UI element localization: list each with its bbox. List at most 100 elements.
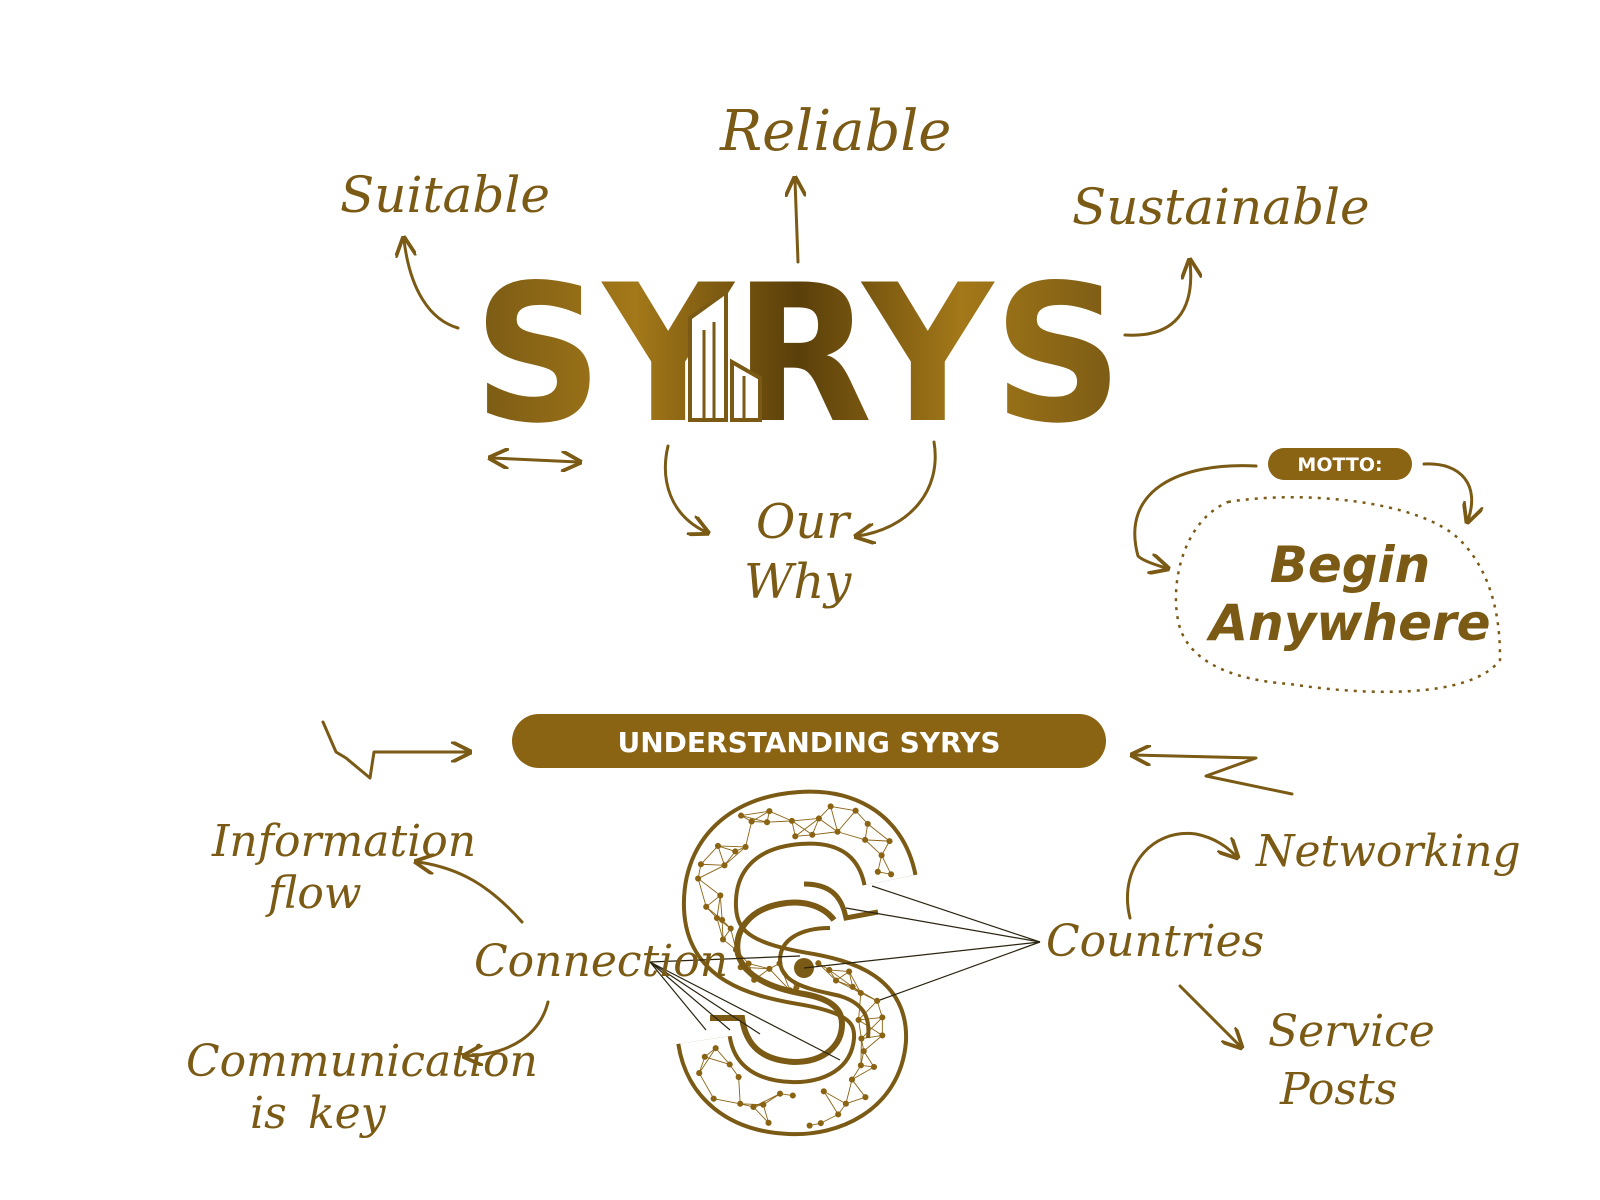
network-node <box>878 852 885 859</box>
network-s-icon <box>676 789 918 1137</box>
network-link <box>751 810 770 822</box>
network-link <box>713 1098 741 1105</box>
network-link <box>753 1106 769 1124</box>
network-node <box>750 1103 757 1111</box>
network-link <box>769 810 793 822</box>
network-link <box>851 1079 866 1098</box>
network-node <box>809 831 816 838</box>
network-node <box>737 1100 744 1107</box>
network-link <box>881 855 892 875</box>
network-link <box>858 1019 883 1036</box>
network-node <box>852 807 859 814</box>
label-reliable: Reliable <box>719 99 951 164</box>
network-node <box>721 862 728 869</box>
network-node <box>738 812 745 819</box>
network-node <box>862 836 869 843</box>
network-link <box>748 963 770 970</box>
network-link <box>698 1072 715 1099</box>
label-service: Service <box>1268 1006 1435 1057</box>
arrow-motto-left <box>1133 464 1258 568</box>
network-node <box>827 803 834 810</box>
building-icon <box>688 288 762 422</box>
zigzag-arrow-left <box>321 720 468 780</box>
network-link <box>716 917 724 940</box>
network-link <box>848 971 862 994</box>
network-link <box>719 895 723 921</box>
network-link <box>767 820 792 823</box>
network-node <box>712 1045 719 1052</box>
section-banner <box>512 714 1106 768</box>
network-node <box>714 842 721 849</box>
network-node <box>703 903 710 910</box>
network-node <box>855 1016 862 1024</box>
network-link <box>865 839 890 842</box>
label-why: Why <box>744 554 852 610</box>
motto-badge <box>1268 448 1412 480</box>
arrow-to-reliable <box>795 180 798 264</box>
zigzag-arrow-right <box>1134 755 1294 796</box>
network-link <box>830 806 838 832</box>
network-node <box>857 989 864 997</box>
label-posts: Posts <box>1279 1064 1397 1115</box>
network-node <box>710 1095 717 1102</box>
network-link <box>861 1017 883 1039</box>
section-banner-title: UNDERSTANDING SYRYS <box>617 726 1000 759</box>
network-node <box>848 1076 856 1083</box>
network-node <box>745 960 752 967</box>
network-link <box>700 845 719 865</box>
network-link <box>845 1079 853 1104</box>
network-node <box>789 1092 796 1099</box>
arrow-to-networking <box>1125 831 1236 920</box>
connector-lines <box>649 885 1041 1061</box>
arrow-to-service-posts <box>1178 984 1240 1046</box>
network-link <box>858 1019 862 1039</box>
network-node <box>842 1100 849 1107</box>
label-communication: Communication <box>186 1036 538 1087</box>
label-countries: Countries <box>1046 916 1264 967</box>
network-node <box>695 875 702 882</box>
motto-line2: Anywhere <box>1205 594 1490 652</box>
network-link <box>829 969 853 988</box>
network-link <box>700 863 725 866</box>
network-link <box>820 1113 839 1124</box>
network-node <box>874 997 881 1004</box>
network-node <box>719 936 727 943</box>
label-key: key <box>308 1088 387 1139</box>
label-sustainable: Sustainable <box>1072 178 1370 236</box>
network-node <box>815 815 822 822</box>
arrow-to-suitable <box>404 240 460 330</box>
double-arrow-icon <box>492 458 578 462</box>
syrys-logo: SYRYS <box>473 244 1123 465</box>
network-node <box>713 914 720 922</box>
network-node <box>760 1101 767 1108</box>
arrow-left-to-our-why <box>663 444 706 532</box>
network-node <box>742 843 749 850</box>
network-link <box>837 831 866 841</box>
network-link <box>791 820 813 836</box>
network-node <box>696 1070 703 1077</box>
network-node <box>864 820 871 827</box>
arrow-to-sustainable <box>1123 262 1191 337</box>
network-link <box>818 818 838 833</box>
label-connection: Connection <box>474 936 728 987</box>
network-link <box>867 823 890 842</box>
network-link <box>830 805 856 812</box>
network-node <box>835 1111 842 1118</box>
arrow-motto-right <box>1422 462 1472 520</box>
network-link <box>697 878 721 896</box>
network-node <box>858 1035 865 1042</box>
network-link <box>762 1104 769 1123</box>
network-node <box>826 966 833 973</box>
label-our: Our <box>756 494 852 550</box>
network-link <box>829 969 850 973</box>
motto-line1: Begin <box>1270 536 1431 594</box>
network-link <box>812 831 838 836</box>
network-link <box>863 1050 875 1068</box>
network-node <box>815 960 822 967</box>
arrow-to-communication <box>466 1000 550 1056</box>
network-node <box>697 861 704 868</box>
network-node <box>874 868 881 875</box>
network-link <box>721 919 724 940</box>
network-link <box>858 1000 878 1021</box>
